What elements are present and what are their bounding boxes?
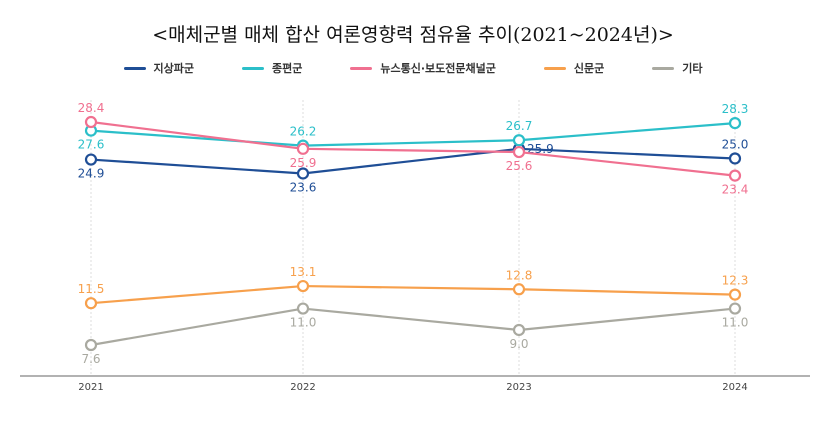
data-label: 23.4 xyxy=(722,183,749,197)
legend-swatch xyxy=(350,66,373,70)
legend-swatch xyxy=(123,66,146,70)
data-point xyxy=(296,302,310,315)
data-label: 25.9 xyxy=(290,156,317,170)
legend-item: 종편군 xyxy=(241,60,303,76)
data-label: 12.3 xyxy=(722,274,749,288)
data-label: 7.6 xyxy=(81,352,100,366)
data-point xyxy=(84,153,98,166)
data-label: 11.0 xyxy=(290,316,317,330)
data-point xyxy=(728,116,742,130)
data-point xyxy=(512,323,526,337)
legend: 지상파군 종편군 뉴스통신·보도전문채널군 신문군 기타 xyxy=(0,60,826,76)
x-tick-label: 2024 xyxy=(722,382,747,393)
legend-label: 기타 xyxy=(682,62,703,75)
legend-label: 신문군 xyxy=(573,62,605,75)
data-label: 13.1 xyxy=(290,265,317,279)
series-line xyxy=(90,307,736,347)
series-line xyxy=(90,147,736,175)
data-point xyxy=(728,169,742,182)
data-label: 23.6 xyxy=(290,180,317,194)
data-label: 26.7 xyxy=(506,119,533,133)
series-line xyxy=(90,284,736,305)
data-label: 25.6 xyxy=(506,159,533,173)
x-tick-label: 2022 xyxy=(290,382,315,393)
data-label: 11.5 xyxy=(78,282,105,296)
data-point xyxy=(512,134,526,147)
data-label: 24.9 xyxy=(78,167,105,181)
chart-title: <매체군별 매체 합산 여론영향력 점유율 추이(2021~2024년)> xyxy=(152,24,674,46)
data-point xyxy=(84,115,98,129)
data-point xyxy=(728,302,742,315)
data-point xyxy=(728,152,742,165)
data-label: 27.6 xyxy=(78,138,105,152)
data-point xyxy=(296,279,310,293)
series-line xyxy=(90,120,736,177)
legend-item: 뉴스통신·보도전문채널군 xyxy=(350,60,496,76)
data-point xyxy=(512,283,526,296)
legend-item: 신문군 xyxy=(543,60,605,76)
data-label: 25.0 xyxy=(722,137,749,151)
data-label: 9.0 xyxy=(509,337,528,351)
legend-label: 뉴스통신·보도전문채널군 xyxy=(380,62,496,75)
data-point xyxy=(728,288,742,301)
data-label: 26.2 xyxy=(290,125,317,139)
legend-item: 기타 xyxy=(652,60,702,76)
legend-swatch xyxy=(543,66,566,70)
data-label: 12.8 xyxy=(506,268,533,282)
legend-label: 지상파군 xyxy=(153,62,194,75)
legend-swatch xyxy=(652,66,675,70)
x-tick-label: 2023 xyxy=(506,382,531,393)
data-point xyxy=(84,338,98,352)
x-tick-label: 2021 xyxy=(78,382,103,393)
legend-item: 지상파군 xyxy=(123,60,194,76)
data-label: 11.0 xyxy=(722,316,749,330)
data-label: 28.4 xyxy=(78,101,105,115)
data-label: 25.9 xyxy=(527,142,554,156)
legend-label: 종편군 xyxy=(271,62,303,75)
data-point xyxy=(296,167,310,180)
legend-swatch xyxy=(241,66,264,70)
series-line xyxy=(90,121,736,147)
data-label: 28.3 xyxy=(722,102,749,116)
data-point xyxy=(84,297,98,310)
data-point xyxy=(512,145,526,159)
data-point xyxy=(296,142,310,155)
